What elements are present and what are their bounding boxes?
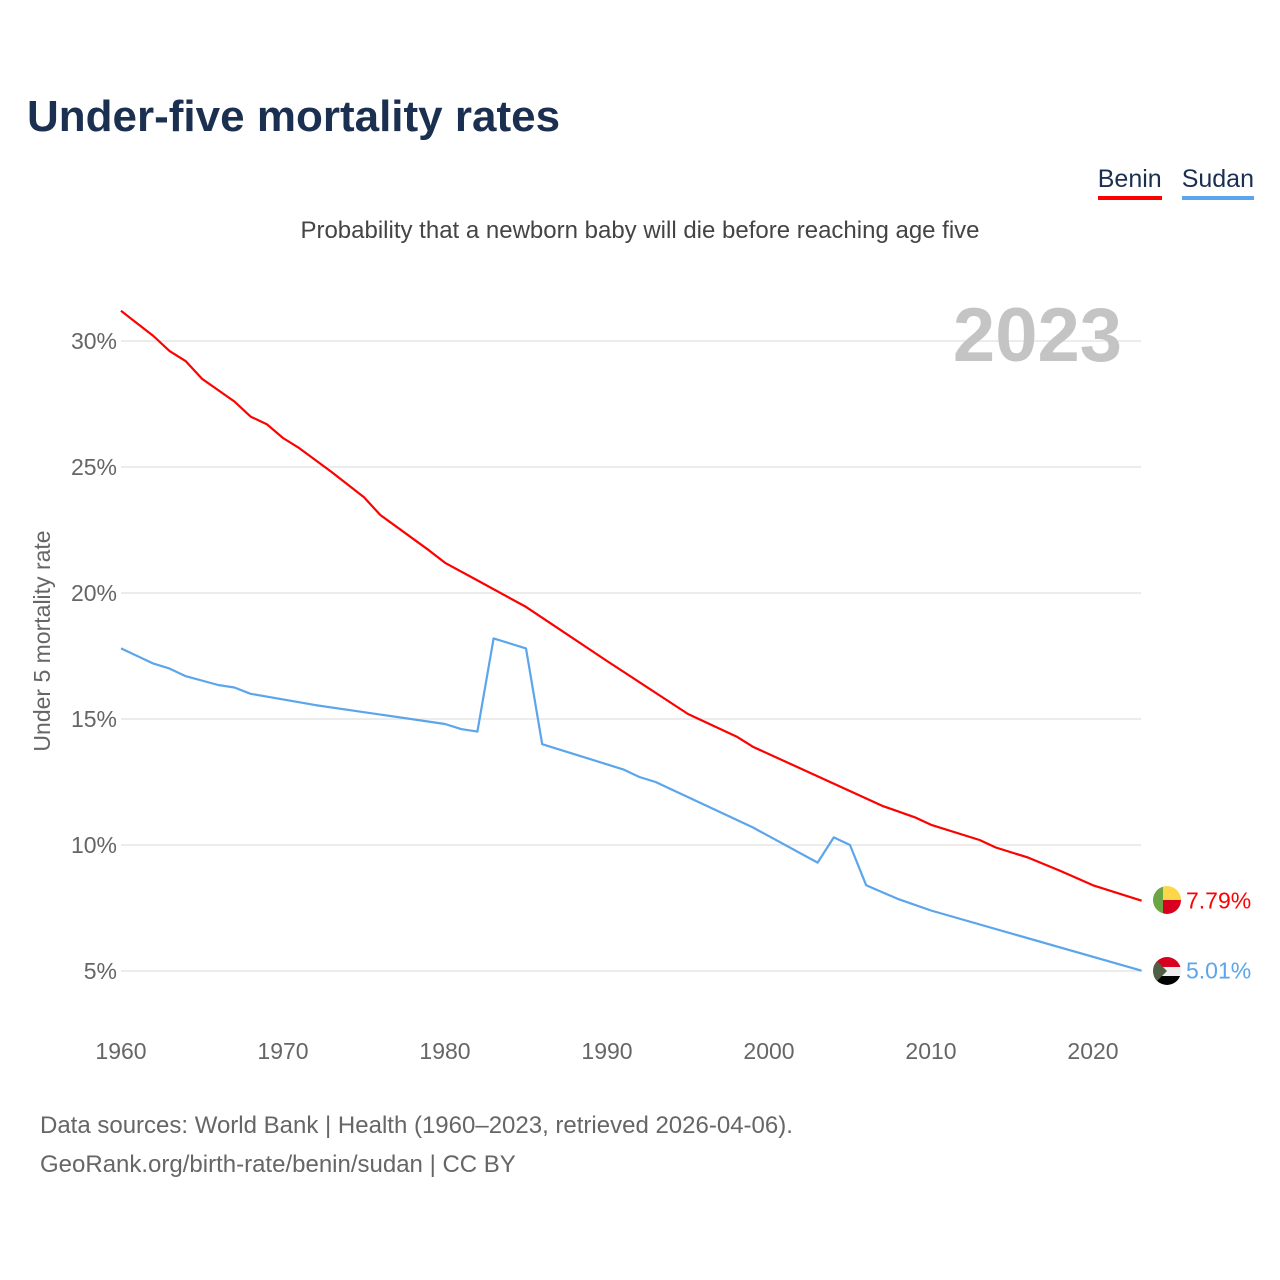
y-tick-label: 5%: [84, 958, 117, 984]
y-tick-label: 20%: [71, 580, 117, 606]
x-tick-label: 1980: [419, 1038, 470, 1064]
y-axis-label: Under 5 mortality rate: [29, 530, 55, 751]
legend: Benin Sudan: [1097, 165, 1254, 200]
end-value-label-sudan: 5.01%: [1186, 958, 1251, 984]
x-tick-label: 2020: [1067, 1038, 1118, 1064]
series-line-benin: [120, 309, 1142, 902]
x-tick-label: 1990: [581, 1038, 632, 1064]
chart-subtitle: Probability that a newborn baby will die…: [300, 217, 980, 244]
series-line-sudan: [120, 637, 1142, 972]
source-note: Data sources: World Bank | Health (1960–…: [40, 1106, 793, 1184]
y-tick-label: 10%: [71, 832, 117, 858]
end-value-label-benin: 7.79%: [1186, 888, 1251, 914]
x-tick-label: 2000: [743, 1038, 794, 1064]
source-line-1: Data sources: World Bank | Health (1960–…: [40, 1112, 793, 1139]
legend-item-sudan[interactable]: Sudan: [1181, 165, 1254, 200]
legend-item-benin[interactable]: Benin: [1097, 165, 1162, 200]
x-tick-label: 2010: [905, 1038, 956, 1064]
y-tick-label: 15%: [71, 706, 117, 732]
sudan-flag-icon: [1153, 957, 1181, 985]
chart-title: Under-five mortality rates: [27, 92, 561, 141]
x-tick-label: 1960: [95, 1038, 146, 1064]
y-tick-label: 25%: [71, 454, 117, 480]
year-watermark: 2023: [953, 293, 1122, 378]
x-tick-label: 1970: [257, 1038, 308, 1064]
source-line-2[interactable]: GeoRank.org/birth-rate/benin/sudan | CC …: [40, 1151, 516, 1178]
y-tick-label: 30%: [71, 328, 117, 354]
benin-flag-icon: [1153, 886, 1181, 914]
